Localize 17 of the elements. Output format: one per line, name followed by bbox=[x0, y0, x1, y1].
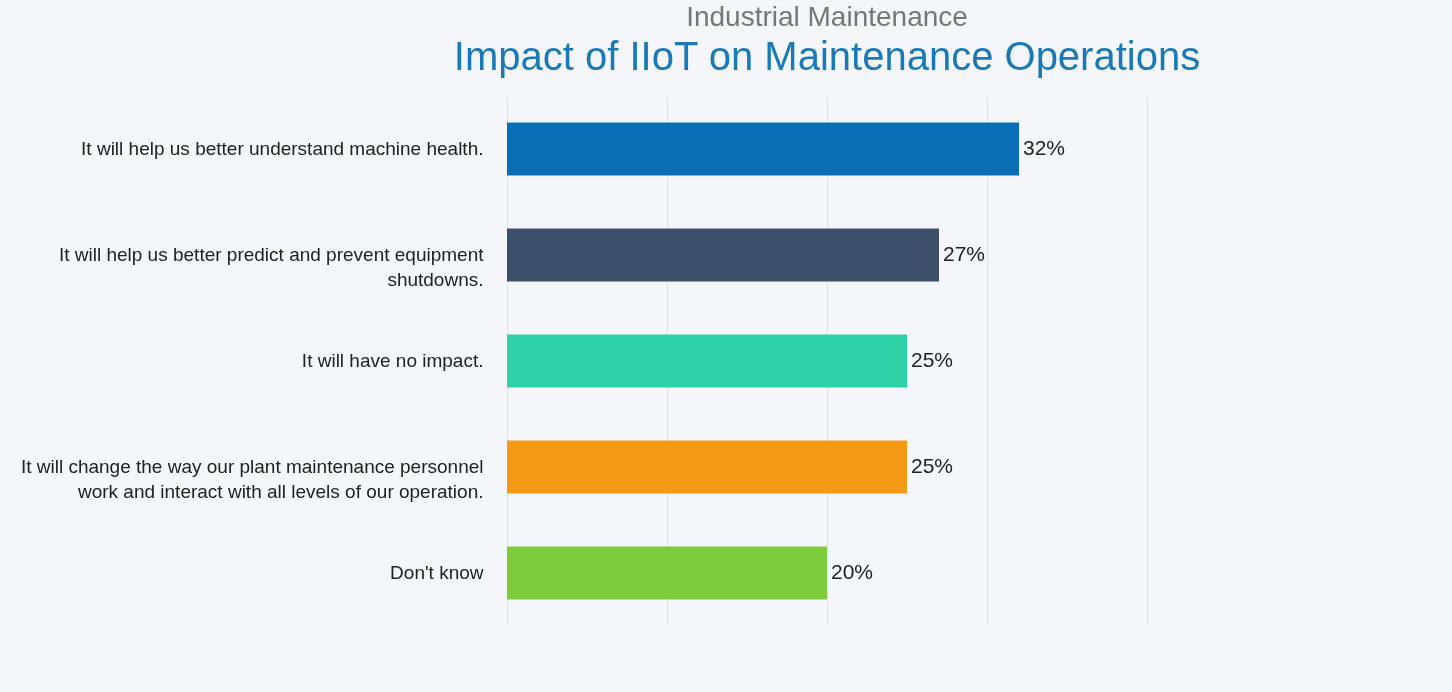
y-tick-label: It will help us better predict and prevent equipment shutdowns. bbox=[58, 244, 485, 290]
chart-subtitle: Industrial Maintenance bbox=[686, 1, 968, 32]
y-tick-label: It will help us better understand machine health. bbox=[81, 138, 484, 159]
data-label: 27% bbox=[943, 242, 986, 265]
bar bbox=[507, 122, 1019, 176]
bar bbox=[507, 546, 827, 600]
data-label: 32% bbox=[1023, 136, 1066, 159]
data-label: 25% bbox=[911, 454, 954, 477]
bar bbox=[507, 228, 939, 282]
data-label: 25% bbox=[911, 348, 954, 371]
bar bbox=[507, 334, 907, 388]
bar bbox=[507, 440, 907, 494]
y-tick-label: It will change the way our plant maintenance personnel work and interact with all levels of our operation. bbox=[20, 456, 484, 502]
data-label: 20% bbox=[831, 560, 874, 583]
chart-title: Impact of IIoT on Maintenance Operations bbox=[453, 34, 1201, 78]
y-tick-label: Don't know bbox=[390, 562, 484, 583]
y-tick-label: It will have no impact. bbox=[301, 350, 484, 371]
